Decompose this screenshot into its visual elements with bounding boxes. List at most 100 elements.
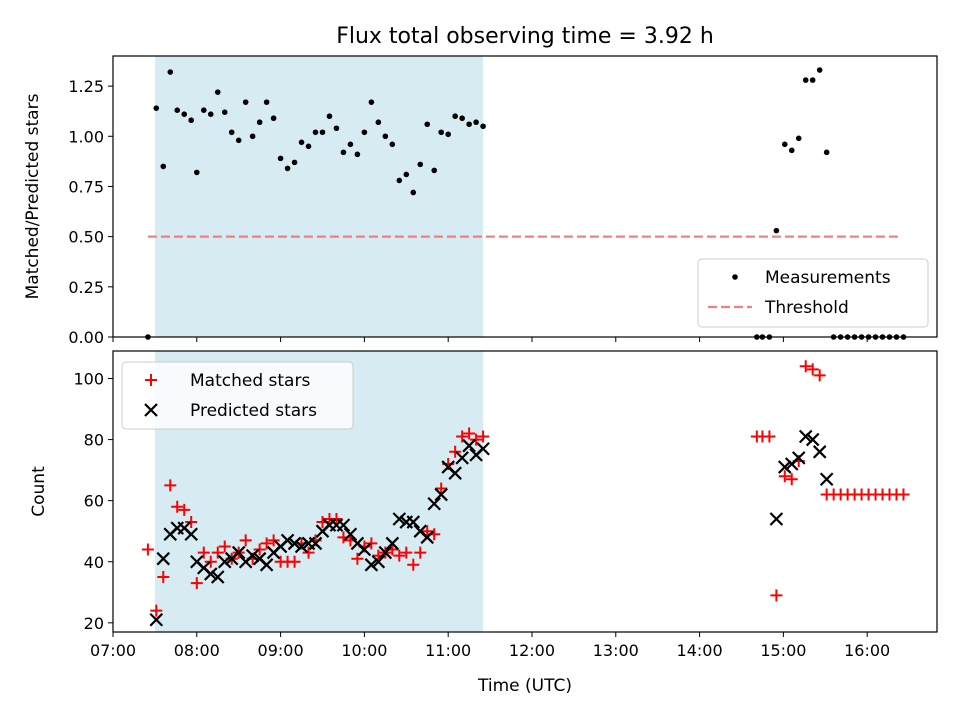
measurement-point — [298, 139, 305, 146]
measurement-point — [361, 129, 368, 136]
predicted-star-point — [184, 527, 198, 542]
legend-label: Predicted stars — [190, 401, 317, 421]
matched-star-point — [449, 445, 462, 458]
matched-star-point — [897, 488, 910, 501]
x-tick-label: 11:00 — [425, 641, 471, 660]
measurement-point — [445, 131, 451, 138]
matched-star-point — [141, 543, 154, 556]
measurement-point — [368, 99, 375, 105]
measurement-point — [473, 119, 479, 126]
count-plot-frame — [112, 350, 938, 633]
measurement-point — [263, 99, 270, 105]
count-y-tick-label: 20 — [84, 614, 104, 633]
count-legend: Matched stars Predicted stars — [121, 361, 354, 430]
matched-star-point — [253, 543, 266, 556]
measurement-point — [480, 123, 486, 130]
measurement-point — [431, 167, 438, 174]
legend-label: Matched stars — [190, 371, 310, 391]
predicted-star-point — [357, 542, 372, 557]
legend-matched-swatch — [145, 374, 157, 386]
count-y-axis-label: Count — [29, 466, 49, 517]
chart-title: Flux total observing time = 3.92 h — [336, 24, 714, 49]
x-tick-label: 07:00 — [90, 641, 136, 660]
matched-star-point — [239, 534, 252, 547]
matched-star-point — [164, 479, 177, 492]
predicted-star-point — [777, 460, 792, 474]
matched-star-point — [185, 516, 198, 529]
ratio-legend: Measurements Threshold — [697, 258, 929, 328]
predicted-star-point — [308, 536, 323, 551]
matched-star-point — [260, 537, 273, 550]
measurement-point — [193, 169, 200, 176]
measurement-point — [781, 141, 788, 148]
predicted-star-point — [149, 613, 164, 627]
ratio-legend-box — [697, 258, 929, 328]
measurement-point — [424, 121, 431, 128]
measurement-point — [347, 141, 354, 148]
measurement-point — [417, 161, 424, 168]
matched-star-point — [470, 433, 483, 446]
matched-star-point — [351, 552, 364, 565]
matched-star-point — [400, 546, 413, 559]
matched-star-point — [204, 555, 217, 568]
x-tick-label: 12:00 — [509, 641, 555, 660]
legend-label: Threshold — [764, 298, 849, 318]
predicted-star-point — [805, 432, 820, 447]
matched-star-point — [770, 589, 783, 602]
measurement-point — [354, 151, 361, 158]
measurement-point — [396, 177, 403, 184]
x-tick-label: 13:00 — [593, 641, 639, 660]
x-tick-label: 14:00 — [677, 641, 723, 660]
predicted-star-point — [812, 445, 827, 459]
matched-star-point — [190, 577, 203, 590]
count-y-tick-label: 40 — [84, 553, 104, 572]
predicted-star-point — [217, 554, 232, 569]
legend-label: Measurements — [765, 268, 891, 288]
measurement-point — [291, 159, 298, 166]
predicted-star-point — [210, 570, 225, 584]
matched-star-point — [763, 430, 776, 443]
predicted-stars-series — [149, 429, 834, 627]
matched-star-point — [414, 546, 427, 559]
measurement-point — [326, 113, 333, 120]
predicted-star-point — [156, 551, 171, 566]
legend-predicted-swatch — [144, 403, 158, 417]
count-y-tick-label: 80 — [84, 431, 104, 450]
matched-star-point — [330, 512, 343, 525]
matched-star-point — [407, 558, 420, 571]
ratio-y-axis-label: Matched/Predicted stars — [23, 93, 43, 299]
matched-star-point — [456, 430, 469, 443]
measurement-point — [802, 77, 809, 83]
ratio-y-tick-label: 0.25 — [68, 278, 104, 297]
measurement-point — [389, 141, 396, 148]
measurement-point — [181, 111, 188, 118]
matched-star-point — [421, 525, 434, 538]
predicted-star-point — [231, 545, 246, 560]
measurement-point — [403, 171, 410, 178]
predicted-star-point — [448, 466, 462, 480]
measurement-point — [256, 119, 263, 126]
measurement-point — [382, 133, 389, 140]
measurement-point — [153, 105, 160, 111]
measurement-point — [773, 227, 780, 234]
ratio-y-tick-label: 0.75 — [68, 177, 104, 196]
measurement-point — [207, 111, 214, 118]
predicted-star-point — [364, 558, 379, 572]
predicted-star-point — [343, 527, 358, 542]
measurement-point — [816, 67, 823, 73]
matched-star-point — [785, 473, 798, 486]
measurement-point — [160, 163, 167, 170]
predicted-star-point — [392, 512, 407, 526]
x-tick-label: 16:00 — [844, 641, 890, 660]
predicted-star-point — [294, 539, 309, 554]
predicted-star-point — [203, 567, 218, 581]
count-legend-box — [121, 361, 354, 430]
measurement-point — [167, 69, 174, 75]
predicted-star-point — [385, 536, 400, 551]
predicted-star-point — [259, 558, 274, 572]
count-panel: 07:00 08:00 09:00 10:00 11:00 12:00 13:00 14:00… — [29, 350, 938, 660]
ratio-y-tick-label: 0.50 — [68, 228, 104, 247]
predicted-star-point — [434, 487, 448, 502]
matched-star-point — [813, 369, 826, 382]
ratio-axis-ticks: 0.00 0.25 0.50 0.75 1.00 1.25 — [68, 77, 868, 347]
